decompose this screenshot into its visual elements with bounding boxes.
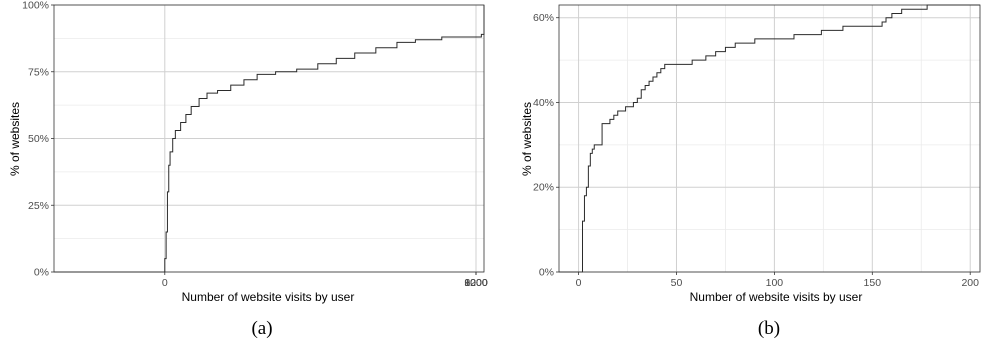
- chart-a-caption: (a): [251, 318, 272, 339]
- chart-b-x-tick-label: 200: [961, 277, 979, 289]
- chart-a-x-axis-title: Number of website visits by user: [182, 290, 355, 304]
- chart-a-x-tick-label: 9000: [464, 277, 488, 289]
- chart-b-x-axis-title: Number of website visits by user: [690, 290, 863, 304]
- chart-a-x-tick-label: 6000: [464, 277, 488, 289]
- chart-a-y-tick-label: 75%: [28, 66, 49, 78]
- chart-b-ecdf-line: [559, 4, 980, 273]
- chart-a-y-tick-label: 0%: [34, 267, 49, 279]
- chart-b-x-tick-label: 50: [671, 277, 683, 289]
- chart-a-x-tick-label: 0: [162, 277, 168, 289]
- chart-b-x-tick-label: 150: [864, 277, 882, 289]
- chart-a-x-tick-label: 1200: [464, 277, 488, 289]
- chart-b-y-axis-title: % of websites: [520, 102, 534, 176]
- chart-b-x-tick-label: 100: [766, 277, 784, 289]
- chart-b-y-tick-label: 0%: [539, 267, 554, 279]
- chart-a-panel-border: [53, 4, 485, 273]
- chart-b: 0% 20% 40% 60% 0 50 100 150 200 Number of website…: [520, 4, 981, 339]
- chart-a-x-tick-label: 3000: [464, 277, 488, 289]
- chart-b-y-tick-label: 40%: [533, 97, 554, 109]
- chart-b-y-tick-label: 20%: [533, 182, 554, 194]
- chart-a-y-tick-label: 100%: [22, 0, 49, 12]
- chart-a-y-axis-title: % of websites: [8, 102, 22, 176]
- chart-b-x-tick-label: 0: [576, 277, 582, 289]
- chart-b-y-tick-label: 60%: [533, 12, 554, 24]
- chart-a-y-tick-label: 50%: [28, 133, 49, 145]
- chart-b-caption: (b): [758, 318, 780, 339]
- chart-a-y-tick-label: 25%: [28, 200, 49, 212]
- chart-b-panel-border: [558, 4, 981, 273]
